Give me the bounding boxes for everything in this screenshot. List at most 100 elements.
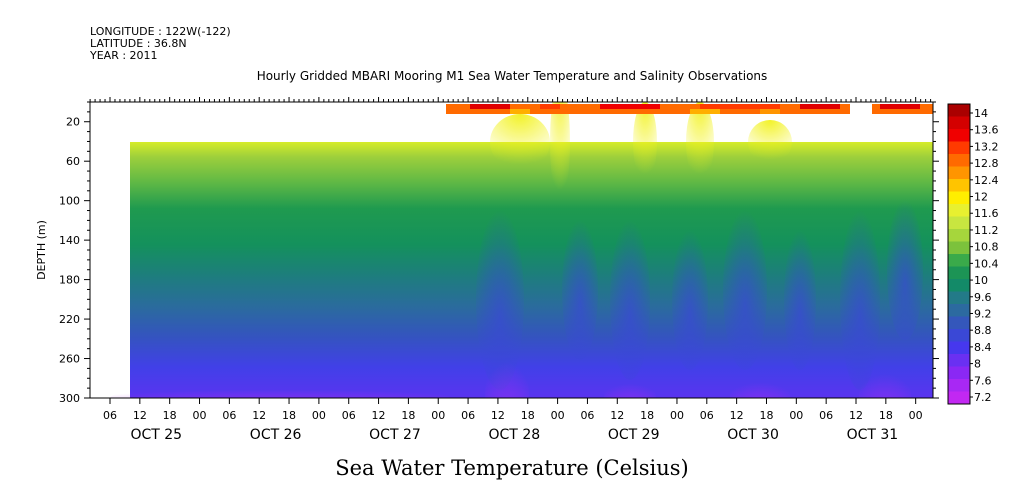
x-day-label: OCT 28 — [489, 427, 541, 443]
colorbar-swatch — [948, 316, 970, 330]
longitude-label: LONGITUDE : 122W(-122) — [90, 25, 231, 38]
x-tick-label: 00 — [312, 409, 326, 422]
warm-anomaly — [633, 102, 657, 182]
x-tick-label: 06 — [580, 409, 594, 422]
cool-anomaly — [784, 230, 816, 370]
warm-anomaly — [550, 102, 570, 202]
cold-anomaly — [110, 384, 450, 398]
x-tick-label: 00 — [909, 409, 923, 422]
x-tick-label: 06 — [222, 409, 236, 422]
colorbar-label: 12.4 — [974, 174, 999, 187]
colorbar-swatch — [948, 366, 970, 380]
y-tick-label: 300 — [59, 392, 80, 405]
colorbar-swatch — [948, 304, 970, 317]
y-tick-label: 100 — [59, 195, 80, 208]
colorbar-frame — [947, 103, 971, 405]
cool-anomaly — [672, 230, 708, 370]
x-axis: 06 12 18 00 06 12 18 00 06 12 18 00 06 12 18 00 06 12 18 00… — [89, 97, 932, 443]
colorbar-swatch — [948, 154, 970, 167]
surface-hot-patch — [470, 104, 510, 109]
colorbar-swatch — [948, 279, 970, 292]
x-tick-label: 00 — [431, 409, 445, 422]
x-tick-label: 12 — [610, 409, 624, 422]
x-tick-label: 18 — [879, 409, 893, 422]
colorbar-label: 12.8 — [974, 157, 999, 170]
cool-anomaly — [887, 200, 923, 340]
colorbar-swatch — [948, 179, 970, 192]
colorbar-label: 10.4 — [974, 257, 999, 270]
colorbar-label: 10 — [974, 274, 988, 287]
surface-hot-patch — [880, 104, 920, 109]
warm-anomaly — [490, 114, 550, 170]
colorbar-swatch — [948, 229, 970, 242]
surface-hot-patch — [600, 104, 660, 109]
colorbar-label: 13.6 — [974, 124, 999, 137]
colorbar-swatch — [948, 291, 970, 305]
x-tick-label: 06 — [700, 409, 714, 422]
x-tick-label: 00 — [789, 409, 803, 422]
cold-anomaly — [485, 338, 529, 398]
surface-warm-patch — [690, 109, 720, 114]
chart-title: Hourly Gridded MBARI Mooring M1 Sea Wate… — [257, 69, 768, 83]
cold-anomaly — [730, 372, 790, 398]
x-day-label: OCT 25 — [130, 427, 182, 443]
colorbar-swatch — [948, 204, 970, 217]
colorbar-swatch — [948, 104, 970, 117]
y-tick-label: 60 — [66, 155, 80, 168]
x-tick-label: 00 — [551, 409, 565, 422]
x-tick-label: 06 — [461, 409, 475, 422]
cool-anomaly — [723, 210, 767, 370]
x-tick-label: 18 — [282, 409, 296, 422]
colorbar-swatch — [948, 329, 970, 342]
colorbar-label: 14 — [974, 107, 988, 120]
x-tick-label: 12 — [849, 409, 863, 422]
colorbar-swatch — [948, 129, 970, 142]
colorbar-swatch — [948, 216, 970, 230]
colorbar-swatch — [948, 379, 970, 392]
variable-label: Sea Water Temperature (Celsius) — [335, 456, 689, 480]
colorbar-label: 9.6 — [974, 291, 992, 304]
cold-anomaly — [859, 358, 911, 398]
x-tick-label: 12 — [252, 409, 266, 422]
x-tick-label: 06 — [342, 409, 356, 422]
y-tick-label: 260 — [59, 353, 80, 366]
colorbar-swatch — [948, 116, 970, 130]
colorbar: 14 13.6 13.2 12.8 12.4 12 11.6 11.2 10.8 10.4 10 9.… — [947, 103, 999, 405]
colorbar-label: 10.8 — [974, 241, 999, 254]
warm-anomaly — [686, 102, 714, 182]
y-tick-label: 220 — [59, 313, 80, 326]
colorbar-swatch — [948, 191, 970, 205]
x-tick-label: 12 — [133, 409, 147, 422]
year-label: YEAR : 2011 — [89, 49, 158, 62]
colorbar-swatch — [948, 391, 970, 405]
colorbar-swatch — [948, 341, 970, 355]
colorbar-label: 11.2 — [974, 224, 999, 237]
colorbar-swatch — [948, 254, 970, 267]
x-day-label: OCT 26 — [250, 427, 302, 443]
cool-anomaly — [840, 210, 880, 390]
y-tick-label: 140 — [59, 234, 80, 247]
x-tick-label: 18 — [759, 409, 773, 422]
colorbar-label: 8 — [974, 358, 981, 371]
colorbar-label: 8.8 — [974, 324, 992, 337]
colorbar-swatch — [948, 354, 970, 367]
colorbar-swatch — [948, 241, 970, 255]
y-tick-label: 20 — [66, 116, 80, 129]
colorbar-label: 12 — [974, 191, 988, 204]
surface-hot-patch — [800, 104, 840, 109]
warm-anomaly — [748, 120, 792, 164]
cool-anomaly — [562, 220, 598, 360]
colorbar-swatch — [948, 141, 970, 155]
colorbar-label: 13.2 — [974, 140, 999, 153]
colorbar-label: 8.4 — [974, 341, 992, 354]
x-day-label: OCT 31 — [847, 427, 899, 443]
x-tick-label: 18 — [401, 409, 415, 422]
y-axis-label: DEPTH (m) — [35, 220, 48, 280]
surface-hot-patch — [540, 104, 560, 109]
x-tick-label: 06 — [103, 409, 117, 422]
colorbar-label: 9.2 — [974, 307, 992, 320]
x-tick-label: 12 — [491, 409, 505, 422]
colorbar-swatch — [948, 166, 970, 180]
